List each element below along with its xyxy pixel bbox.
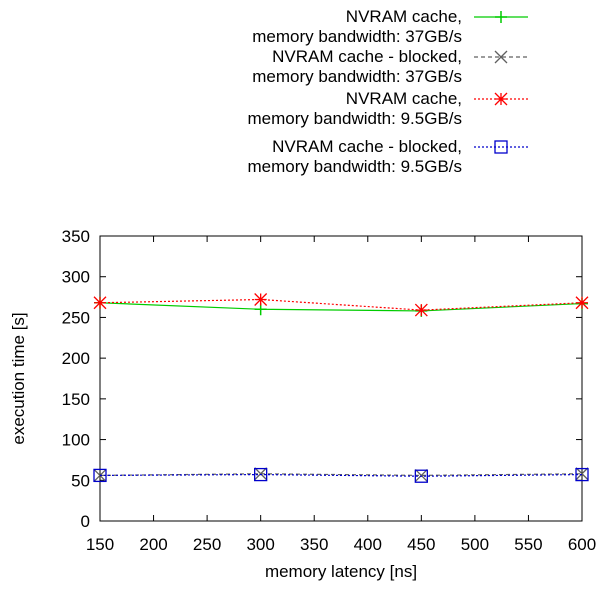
series-line xyxy=(99,298,583,311)
legend-label: memory bandwidth: 37GB/s xyxy=(252,67,462,86)
x-tick-label: 550 xyxy=(514,535,542,554)
x-axis: 150 200 250 300 350 400 450 500 550 600 xyxy=(86,236,596,554)
square-marker xyxy=(414,469,428,483)
cross-marker xyxy=(575,467,589,481)
legend-label: memory bandwidth: 9.5GB/s xyxy=(248,157,462,176)
series-line xyxy=(99,302,583,312)
square-marker xyxy=(93,468,107,483)
x-tick-label: 200 xyxy=(139,535,167,554)
series xyxy=(93,293,589,317)
y-tick-label: 300 xyxy=(62,268,90,287)
x-tick-label: 400 xyxy=(354,535,382,554)
cross-marker xyxy=(414,468,428,482)
x-tick-label: 150 xyxy=(86,535,114,554)
x-tick-label: 600 xyxy=(568,535,596,554)
square-marker xyxy=(494,140,508,154)
legend-entry: NVRAM cache,memory bandwidth: 37GB/s xyxy=(252,7,528,46)
y-tick-label: 200 xyxy=(62,349,90,368)
cross-marker xyxy=(494,50,508,64)
plus-marker xyxy=(495,11,507,23)
star-marker xyxy=(494,92,508,106)
x-tick-label: 350 xyxy=(300,535,328,554)
legend-entry: NVRAM cache,memory bandwidth: 9.5GB/s xyxy=(248,89,528,128)
legend-label: NVRAM cache - blocked, xyxy=(272,47,462,66)
y-axis: 0 50 100 150 200 250 300 350 xyxy=(62,227,582,531)
series xyxy=(94,296,588,317)
legend-label: memory bandwidth: 9.5GB/s xyxy=(248,109,462,128)
square-marker xyxy=(575,467,589,482)
y-tick-label: 350 xyxy=(62,227,90,246)
plot-frame xyxy=(99,235,583,522)
y-axis-label: execution time [s] xyxy=(9,312,28,444)
square-marker xyxy=(254,467,268,482)
legend-label: NVRAM cache, xyxy=(346,89,462,108)
x-tick-label: 300 xyxy=(246,535,274,554)
star-marker xyxy=(575,296,589,310)
legend-label: NVRAM cache - blocked, xyxy=(272,137,462,156)
y-tick-label: 150 xyxy=(62,390,90,409)
y-tick-label: 100 xyxy=(62,431,90,450)
legend-label: NVRAM cache, xyxy=(346,7,462,26)
x-tick-label: 500 xyxy=(461,535,489,554)
x-tick-label: 450 xyxy=(407,535,435,554)
legend-entry: NVRAM cache - blocked,memory bandwidth: … xyxy=(252,47,528,86)
series-layer xyxy=(93,293,589,483)
y-tick-label: 0 xyxy=(81,512,90,531)
star-marker xyxy=(254,293,268,306)
x-tick-label: 250 xyxy=(193,535,221,554)
legend: NVRAM cache,memory bandwidth: 37GB/sNVRA… xyxy=(248,7,528,176)
cross-marker xyxy=(254,467,268,481)
x-axis-label: memory latency [ns] xyxy=(265,562,417,581)
legend-label: memory bandwidth: 37GB/s xyxy=(252,27,462,46)
series xyxy=(93,467,589,483)
legend-entry: NVRAM cache - blocked,memory bandwidth: … xyxy=(248,137,528,176)
star-marker xyxy=(414,303,428,317)
series-line xyxy=(99,473,583,477)
star-marker xyxy=(93,296,107,310)
y-tick-label: 50 xyxy=(71,471,90,490)
y-tick-label: 250 xyxy=(62,308,90,327)
